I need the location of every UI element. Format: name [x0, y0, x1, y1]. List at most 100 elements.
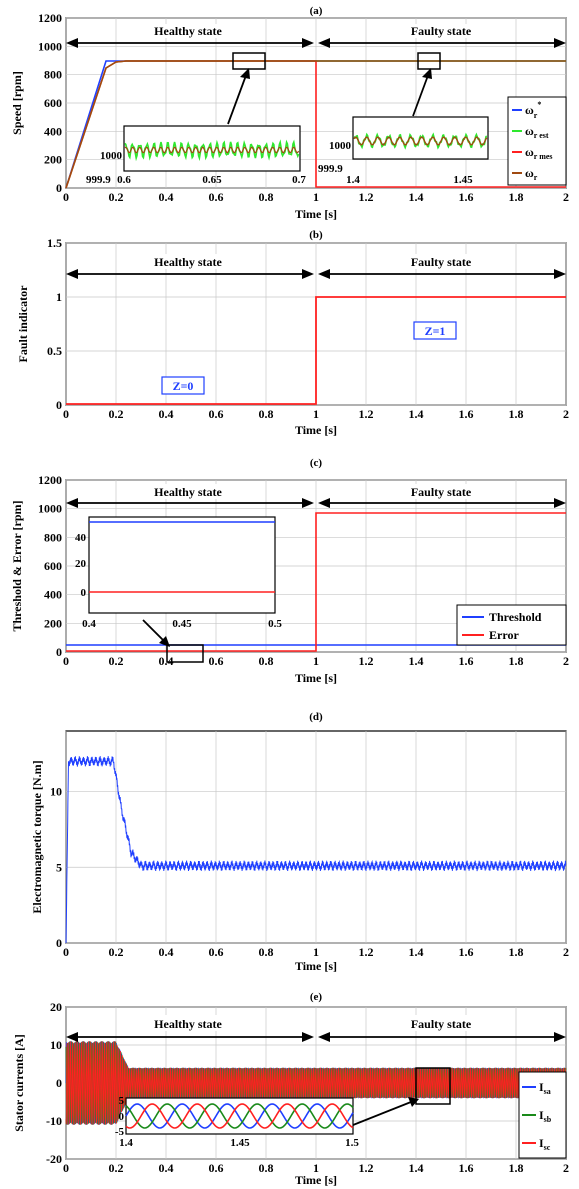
- svg-text:0.5: 0.5: [268, 618, 282, 630]
- y-tick-label: 600: [44, 559, 62, 573]
- x-tick-label: 0: [63, 1161, 69, 1175]
- panel-b: (b) 0 0.2 0.4 0.6 0.8 1 1.2 1.4 1.6 1.8 200.511.5 …: [16, 229, 569, 437]
- svg-text:1.5: 1.5: [345, 1137, 359, 1149]
- inset-a2-xtick: 1.45: [453, 174, 473, 186]
- panel-d-label: (d): [309, 711, 323, 723]
- series-stator-currents: [65, 1041, 567, 1125]
- xlabel-c: Time [s]: [295, 671, 337, 685]
- y-tick-label: 1000: [38, 502, 62, 516]
- x-tick-label: 1.6: [459, 1161, 474, 1175]
- series-fault-indicator: [66, 296, 566, 405]
- label-bg: [385, 24, 497, 38]
- x-tick-label: 2: [563, 654, 569, 668]
- legend-entry: Threshold: [489, 610, 542, 624]
- healthy-state-label-a: Healthy state: [154, 24, 222, 38]
- y-tick-label: 1: [56, 290, 62, 304]
- x-tick-label: 0.2: [109, 945, 124, 959]
- y-tick-label: 0: [56, 936, 62, 950]
- svg-text:1.4: 1.4: [119, 1137, 133, 1149]
- series-error: [66, 512, 566, 652]
- label-bg: [130, 1015, 245, 1031]
- arrow-head: [554, 269, 566, 279]
- faulty-state-label-b: Faulty state: [411, 255, 472, 269]
- svg-text:40: 40: [75, 532, 87, 544]
- inset-e-wave: [125, 1103, 354, 1129]
- y-tick-label: 200: [44, 153, 62, 167]
- x-tick-label: 1.8: [509, 945, 524, 959]
- ylabel-a: Speed [rpm]: [10, 71, 24, 135]
- x-tick-label: 0.4: [159, 654, 174, 668]
- arrow-head: [554, 38, 566, 48]
- panel-c-label: (c): [310, 457, 323, 469]
- x-tick-label: 2: [563, 945, 569, 959]
- label-bg: [130, 484, 245, 499]
- arrow-head: [554, 498, 566, 508]
- x-tick-label: 0.2: [109, 654, 124, 668]
- arrow-head: [302, 38, 314, 48]
- svg-text:1.45: 1.45: [230, 1137, 250, 1149]
- arrow-head: [66, 38, 78, 48]
- legend-entry: Error: [489, 628, 519, 642]
- x-tick-label: 0: [63, 407, 69, 421]
- arrow-head: [408, 1097, 419, 1107]
- x-tick-label: 0.4: [159, 407, 174, 421]
- y-tick-label: 800: [44, 68, 62, 82]
- y-tick-label: 1000: [38, 39, 62, 53]
- arrow-head: [318, 269, 330, 279]
- svg-text:-5: -5: [115, 1126, 125, 1138]
- arrow-head: [554, 1032, 566, 1042]
- inset-c: 40 20 0 0.4 0.45 0.5: [75, 516, 282, 630]
- x-tick-label: 0.4: [159, 1161, 174, 1175]
- label-bg: [385, 1015, 497, 1031]
- panel-d: (d) 0 0.2 0.4 0.6 0.8 1 1.2 1.4 1.6 1.8 2 0 5 10 Time…: [30, 711, 569, 973]
- y-tick-label: 10: [50, 785, 62, 799]
- inset-a1-xtick: 0.65: [202, 174, 222, 186]
- legend-entry: Isa: [539, 1080, 551, 1096]
- x-tick-label: 1: [313, 1161, 319, 1175]
- ylabel-b: Fault indicator: [16, 285, 30, 363]
- x-tick-label: 0: [63, 190, 69, 204]
- arrow-head: [318, 1032, 330, 1042]
- label-bg: [130, 254, 245, 269]
- x-tick-label: 0.8: [259, 190, 274, 204]
- y-tick-label: 0: [56, 398, 62, 412]
- inset-e-wave: [125, 1103, 354, 1129]
- y-tick-label: 5: [56, 860, 62, 874]
- y-tick-label: 0.5: [47, 344, 62, 358]
- y-tick-label: 0: [56, 181, 62, 195]
- series-i-sc: [65, 1041, 567, 1125]
- arrow-head: [66, 1032, 78, 1042]
- inset-a2-ytick: 1000: [329, 140, 352, 152]
- x-tick-label: 1.4: [409, 1161, 424, 1175]
- x-tick-label: 1.2: [359, 407, 374, 421]
- series-omega: [65, 60, 566, 189]
- x-tick-label: 1: [313, 945, 319, 959]
- y-tick-label: 1200: [38, 473, 62, 487]
- panel-a-ticks: 0 0.2 0.4 0.6 0.8 1 1.2 1.4 1.6 1.8 2 0 200 400 600 800…: [38, 11, 569, 204]
- panel-e: (e) 0 0.2 0.4 0.6 0.8 1 1.2 1.4 1.6 1.8 2 -20 -10 0 10…: [12, 991, 569, 1187]
- healthy-state-label-c: Healthy state: [154, 485, 222, 499]
- inset-a2-ytick: 999.9: [318, 163, 343, 175]
- svg-text:0: 0: [81, 587, 87, 599]
- arrow-head: [318, 498, 330, 508]
- y-tick-label: 0: [56, 645, 62, 659]
- x-tick-label: 1.2: [359, 1161, 374, 1175]
- x-tick-label: 1.6: [459, 407, 474, 421]
- legend-e: Isa Isb Isc: [518, 1071, 567, 1159]
- x-tick-label: 2: [563, 407, 569, 421]
- legend-c: Threshold Error: [456, 604, 567, 646]
- svg-text:20: 20: [75, 558, 87, 570]
- arrow-head: [422, 68, 432, 79]
- svg-text:0.4: 0.4: [82, 618, 96, 630]
- x-tick-label: 0: [63, 945, 69, 959]
- inset-e-wave: [125, 1103, 354, 1129]
- zoom-arrow: [227, 69, 249, 125]
- arrow-head: [66, 269, 78, 279]
- x-tick-label: 1.4: [409, 654, 424, 668]
- panel-b-label: (b): [309, 229, 323, 241]
- x-tick-label: 1.2: [359, 190, 374, 204]
- zoom-box-c: [166, 644, 204, 663]
- x-tick-label: 0.6: [209, 190, 224, 204]
- inset-a2-brown: [353, 136, 488, 146]
- inset-a1-xtick: 0.7: [292, 174, 306, 186]
